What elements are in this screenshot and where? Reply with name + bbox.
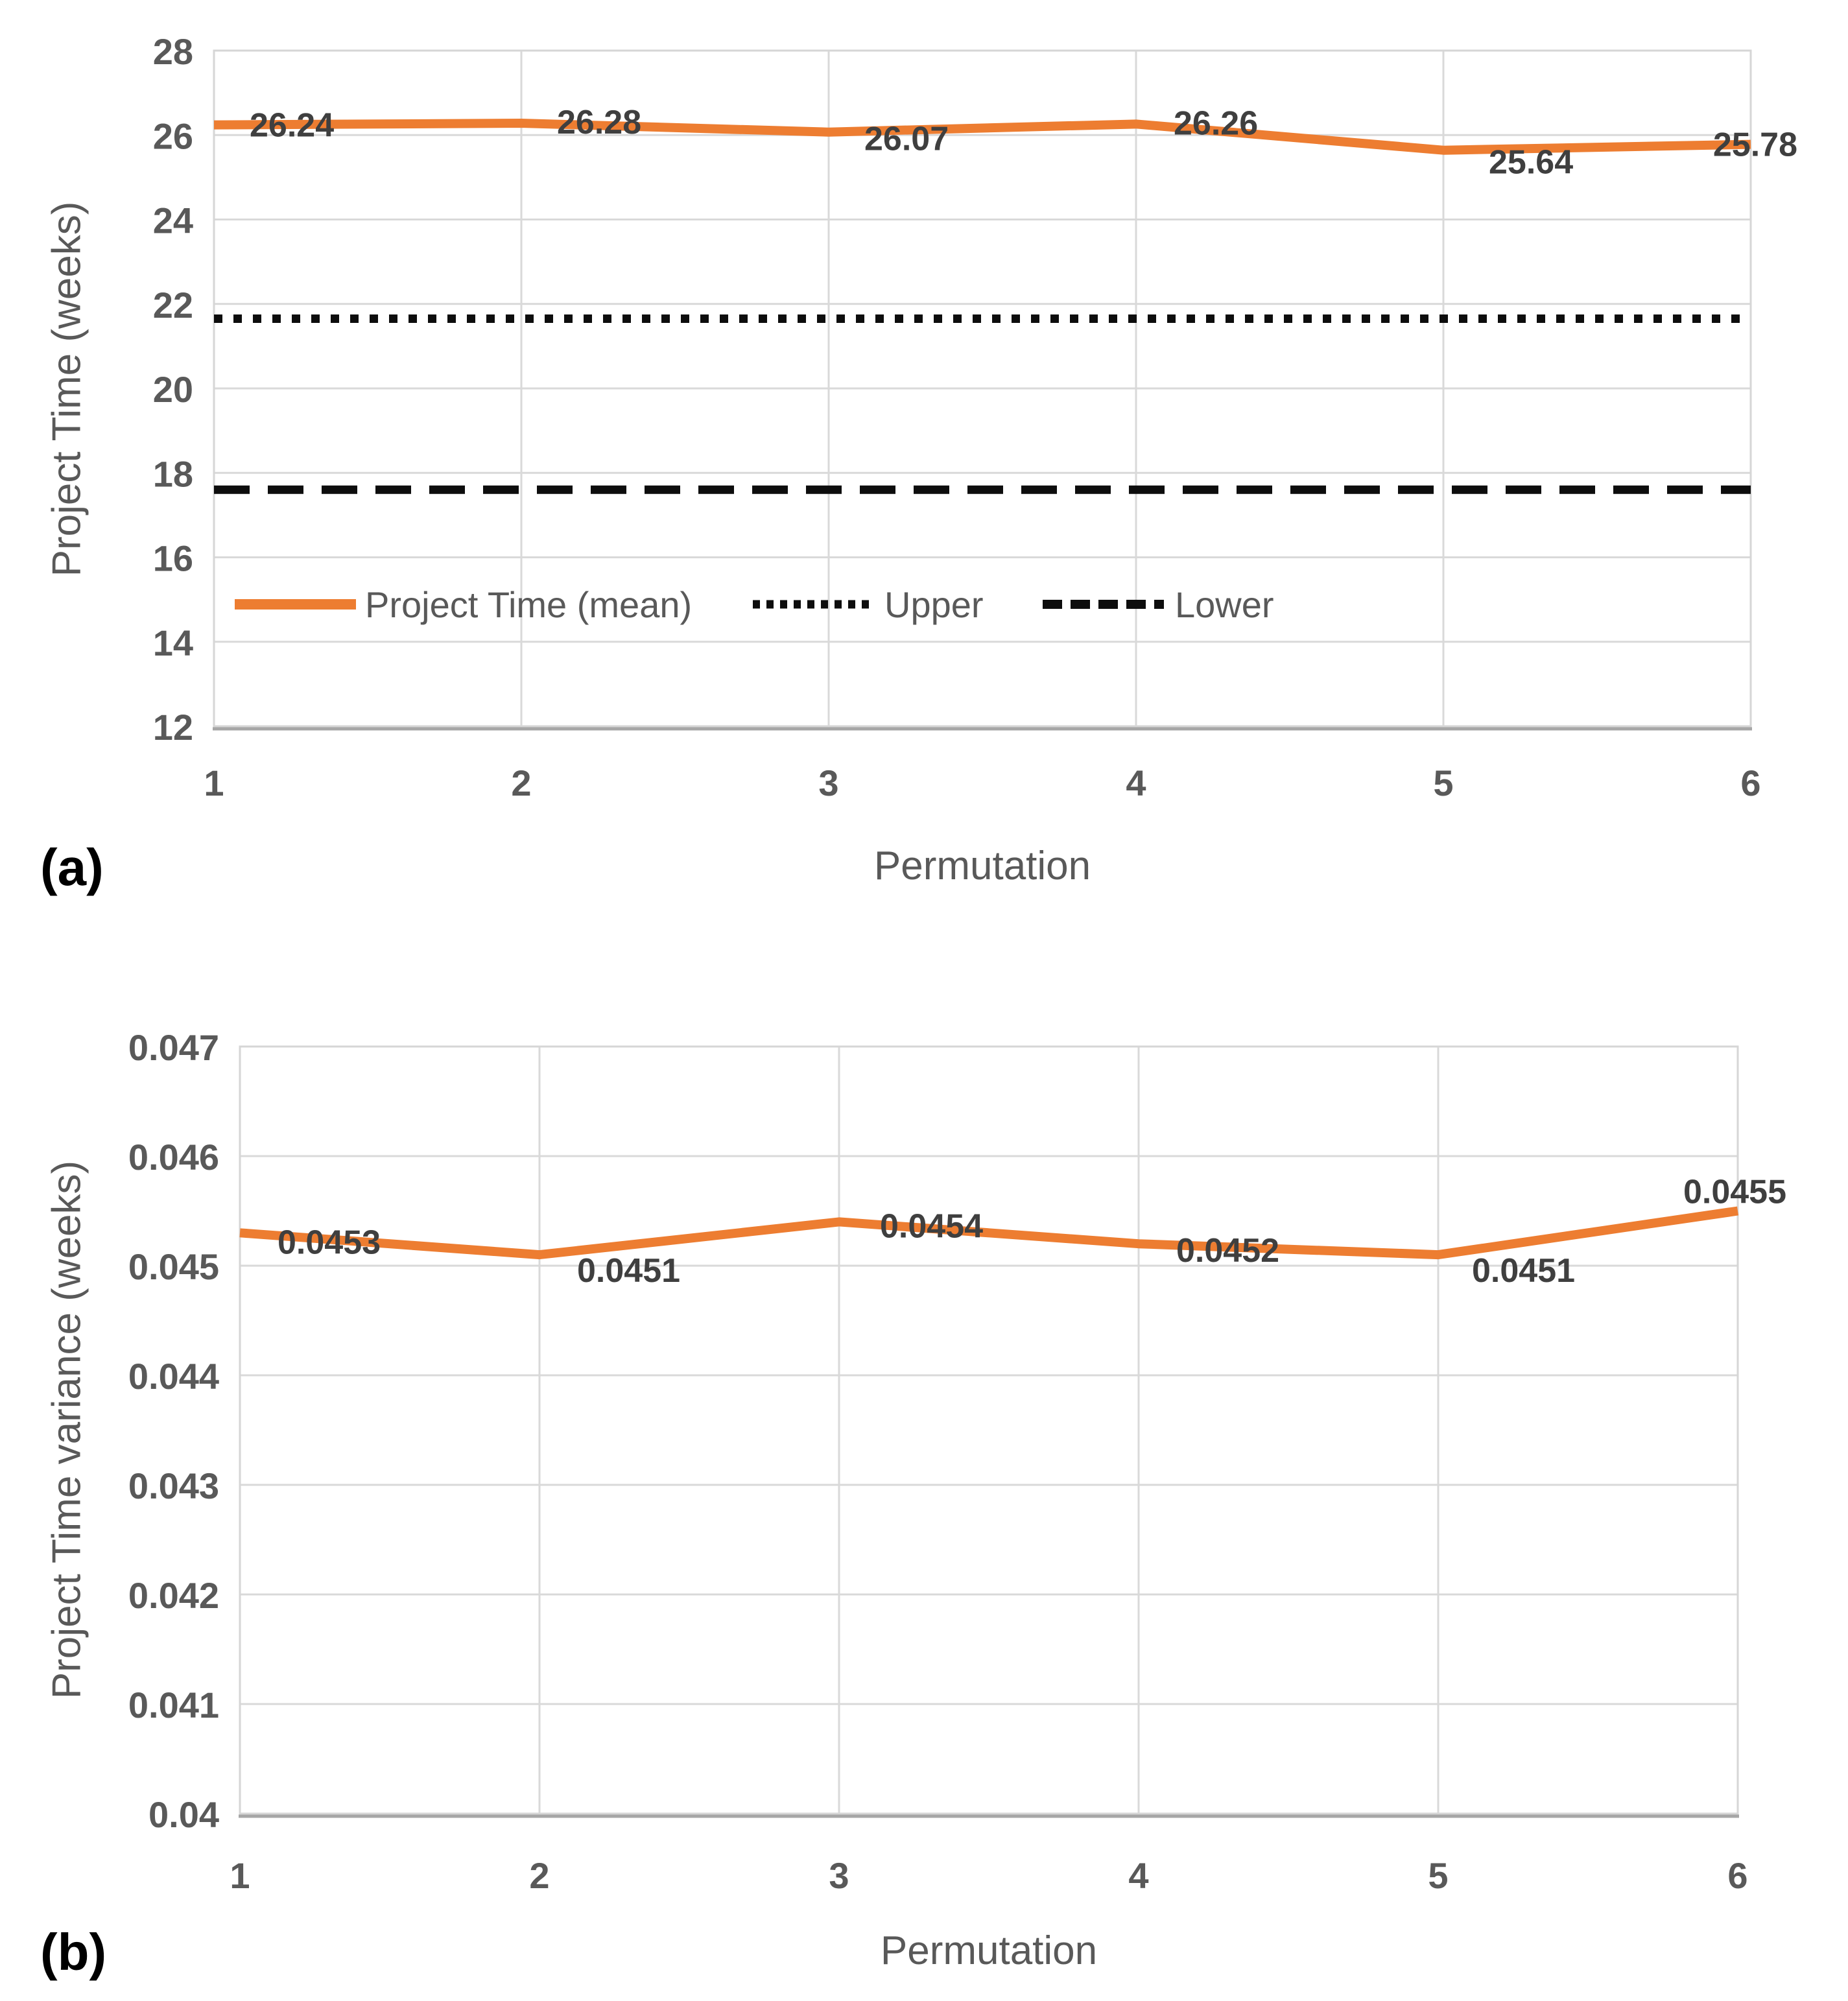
plot-border [213,49,1752,728]
x-tick-label: 4 [1128,1855,1148,1896]
data-label: 26.26 [1174,104,1258,142]
x-tick-label: 1 [230,1855,250,1896]
y-tick-label: 14 [153,622,193,663]
chart-a-y-axis-title: Project Time (weeks) [44,201,89,577]
data-label: 0.0451 [577,1252,680,1290]
data-label: 0.0455 [1683,1174,1786,1211]
y-tick-label: 24 [153,200,193,241]
data-label: 0.0454 [880,1207,983,1245]
data-label: 0.0453 [278,1224,381,1261]
x-tick-label: 4 [1126,763,1146,803]
legend-label: Lower [1175,584,1274,625]
x-tick-label: 3 [818,763,838,803]
data-label: 26.28 [557,104,641,141]
y-tick-label: 28 [153,31,193,72]
legend-label: Upper [884,584,984,625]
x-tick-label: 3 [829,1855,849,1896]
x-tick-label: 5 [1433,763,1453,803]
x-tick-label: 6 [1740,763,1760,803]
y-tick-label: 0.047 [128,1027,219,1068]
y-tick-label: 0.043 [128,1465,219,1506]
y-tick-label: 22 [153,285,193,326]
y-tick-label: 0.04 [148,1794,219,1835]
x-tick-label: 5 [1428,1855,1448,1896]
panel-label-a: (a) [40,838,104,896]
x-tick-label: 2 [529,1855,549,1896]
y-tick-label: 0.041 [128,1685,219,1725]
data-label: 25.78 [1713,126,1797,164]
y-tick-label: 0.042 [128,1575,219,1616]
y-tick-label: 18 [153,453,193,494]
y-tick-label: 0.046 [128,1137,219,1178]
y-tick-label: 12 [153,707,193,748]
x-tick-label: 1 [204,763,224,803]
data-label: 0.0452 [1176,1232,1279,1270]
y-tick-label: 26 [153,115,193,156]
data-label: 0.0451 [1472,1252,1575,1290]
x-tick-label: 2 [511,763,531,803]
series-line-solid [239,1206,1739,1260]
chart-b-y-axis-title: Project Time variance (weeks) [44,1160,89,1699]
data-label: 26.07 [864,121,949,158]
data-label: 26.24 [250,107,334,145]
plot-border [239,1045,1739,1815]
data-label: 25.64 [1489,144,1573,182]
y-tick-label: 0.045 [128,1246,219,1287]
series-line-solid [213,119,1751,155]
legend-label: Project Time (mean) [365,584,692,625]
y-tick-label: 0.044 [128,1356,219,1397]
chart-a-x-axis-title: Permutation [873,844,1091,888]
y-tick-label: 20 [153,369,193,410]
chart-b-x-axis-title: Permutation [880,1928,1098,1973]
x-tick-label: 6 [1727,1855,1747,1896]
panel-label-b: (b) [40,1923,107,1981]
y-tick-label: 16 [153,538,193,579]
